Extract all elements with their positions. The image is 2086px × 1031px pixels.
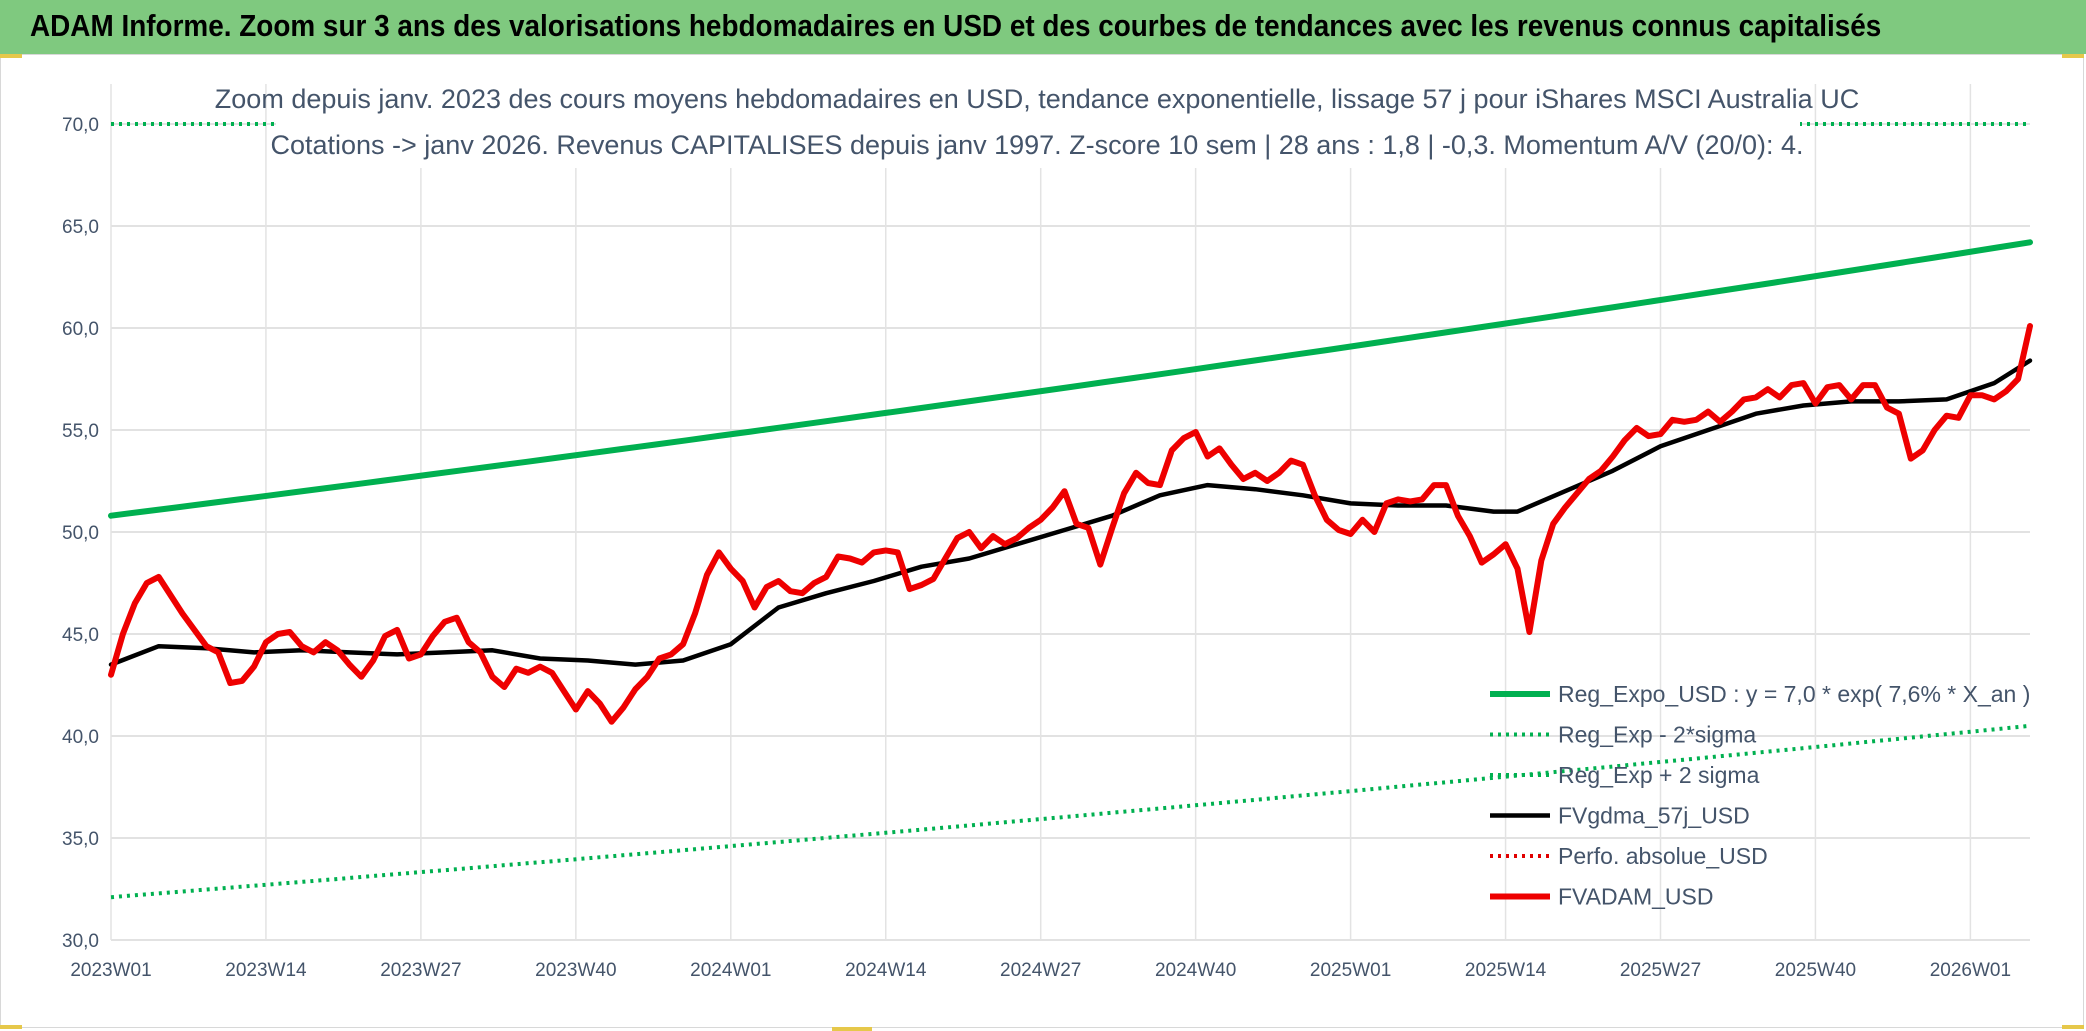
x-tick-label: 2024W40	[1155, 960, 1236, 981]
series-layer	[108, 122, 2033, 900]
x-tick-label: 2025W01	[1310, 960, 1391, 981]
x-tick-label: 2025W40	[1775, 960, 1856, 981]
chart-title-line1: Zoom depuis janv. 2023 des cours moyens …	[215, 84, 1859, 114]
legend: Reg_Expo_USD : y = 7,0 * exp( 7,6% * X_a…	[1490, 681, 2030, 910]
x-tick-label: 2023W14	[225, 960, 307, 981]
x-axis: 2023W01 2023W14 2023W27 2023W40 2024W01 2024W…	[70, 960, 2011, 981]
y-tick-label: 55,0	[62, 421, 99, 442]
x-tick-label: 2024W14	[845, 960, 927, 981]
y-tick-label: 30,0	[62, 931, 99, 952]
series-fvadam	[108, 323, 2033, 725]
series-fvgdma	[108, 358, 2033, 667]
legend-label: Perfo. absolue_USD	[1558, 843, 1768, 869]
y-tick-label: 70,0	[62, 115, 99, 136]
legend-label: Reg_Expo_USD : y = 7,0 * exp( 7,6% * X_a…	[1558, 681, 2030, 707]
corner-mark-top-left	[0, 54, 22, 58]
legend-label: FVADAM_USD	[1558, 884, 1714, 910]
corner-mark-bottom-left	[0, 1025, 22, 1029]
legend-label: Reg_Exp + 2 sigma	[1558, 762, 1760, 788]
x-tick-label: 2025W14	[1465, 960, 1547, 981]
y-tick-label: 40,0	[62, 727, 99, 748]
series-reg-minus-2sigma	[110, 723, 2031, 900]
chart-title-line2: Cotations -> janv 2026. Revenus CAPITALI…	[270, 130, 1803, 160]
legend-label: FVgdma_57j_USD	[1558, 803, 1750, 829]
corner-mark-bottom-right	[2062, 1025, 2084, 1029]
page-title: ADAM Informe. Zoom sur 3 ans des valoris…	[30, 8, 1882, 43]
y-tick-label: 65,0	[62, 217, 99, 238]
y-tick-label: 45,0	[62, 625, 99, 646]
legend-label: Reg_Exp - 2*sigma	[1558, 722, 1756, 748]
corner-mark-bottom-mid	[832, 1027, 872, 1031]
x-tick-label: 2024W27	[1000, 960, 1081, 981]
x-tick-label: 2023W01	[70, 960, 151, 981]
x-tick-label: 2023W40	[535, 960, 616, 981]
y-tick-label: 60,0	[62, 319, 99, 340]
chart-frame	[0, 54, 2084, 1028]
x-tick-label: 2023W27	[380, 960, 461, 981]
y-tick-label: 50,0	[62, 523, 99, 544]
y-tick-label: 35,0	[62, 829, 99, 850]
y-axis: 30,0 35,0 40,0 45,0 50,0 55,0 60,0 65,0 70,0	[62, 115, 99, 952]
title-banner: ADAM Informe. Zoom sur 3 ans des valoris…	[0, 0, 2086, 54]
series-reg-expo	[108, 239, 2033, 519]
x-tick-label: 2026W01	[1930, 960, 2011, 981]
x-tick-label: 2025W27	[1620, 960, 1701, 981]
corner-mark-top-right	[2062, 54, 2084, 58]
x-tick-label: 2024W01	[690, 960, 771, 981]
title-background	[276, 76, 1800, 168]
